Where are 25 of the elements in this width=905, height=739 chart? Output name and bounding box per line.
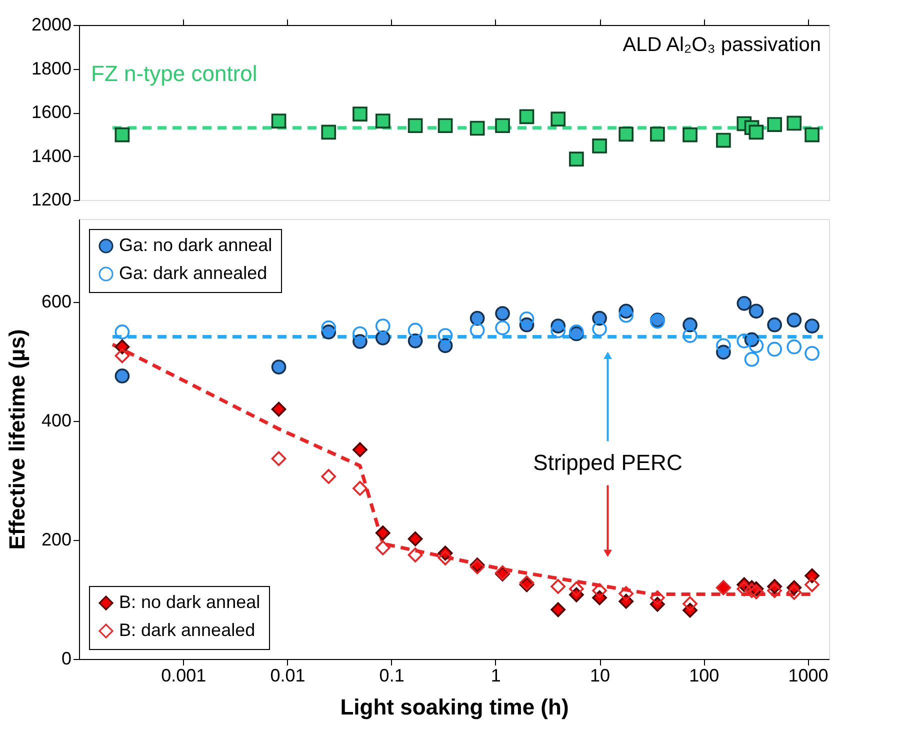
x-tick-label: 0.001	[161, 666, 206, 686]
y-tick-label: 0	[61, 648, 72, 668]
legend-label: Ga: no dark anneal	[119, 235, 272, 255]
legend-label: Ga: dark annealed	[119, 263, 268, 283]
x-tick-label: 0.01	[270, 666, 306, 686]
y-tick-label: 1800	[31, 58, 72, 78]
y-tick-label: 1600	[31, 102, 72, 122]
x-tick-label: 0.1	[379, 666, 404, 686]
legend-label: B: no dark anneal	[119, 592, 260, 612]
y-tick-label: 200	[41, 530, 72, 550]
annotation: Stripped PERC	[533, 450, 682, 476]
y-tick-label: 2000	[31, 14, 72, 34]
x-tick-label: 100	[689, 666, 720, 686]
y-tick-label: 1200	[31, 190, 72, 210]
series-label: FZ n-type control	[91, 61, 258, 86]
y-tick-label: 400	[41, 410, 72, 431]
legend-label: B: dark annealed	[119, 620, 256, 640]
x-tick-label: 1000	[788, 666, 828, 686]
x-tick-label: 1	[490, 666, 501, 686]
y-tick-label: 1400	[31, 146, 72, 166]
x-tick-label: 10	[590, 666, 610, 686]
x-axis-title: Light soaking time (h)	[340, 694, 569, 720]
y-tick-label: 600	[41, 292, 72, 312]
annotation: ALD Al₂O₃ passivation	[622, 34, 821, 56]
y-axis-title: Effective lifetime (µs)	[4, 329, 30, 550]
